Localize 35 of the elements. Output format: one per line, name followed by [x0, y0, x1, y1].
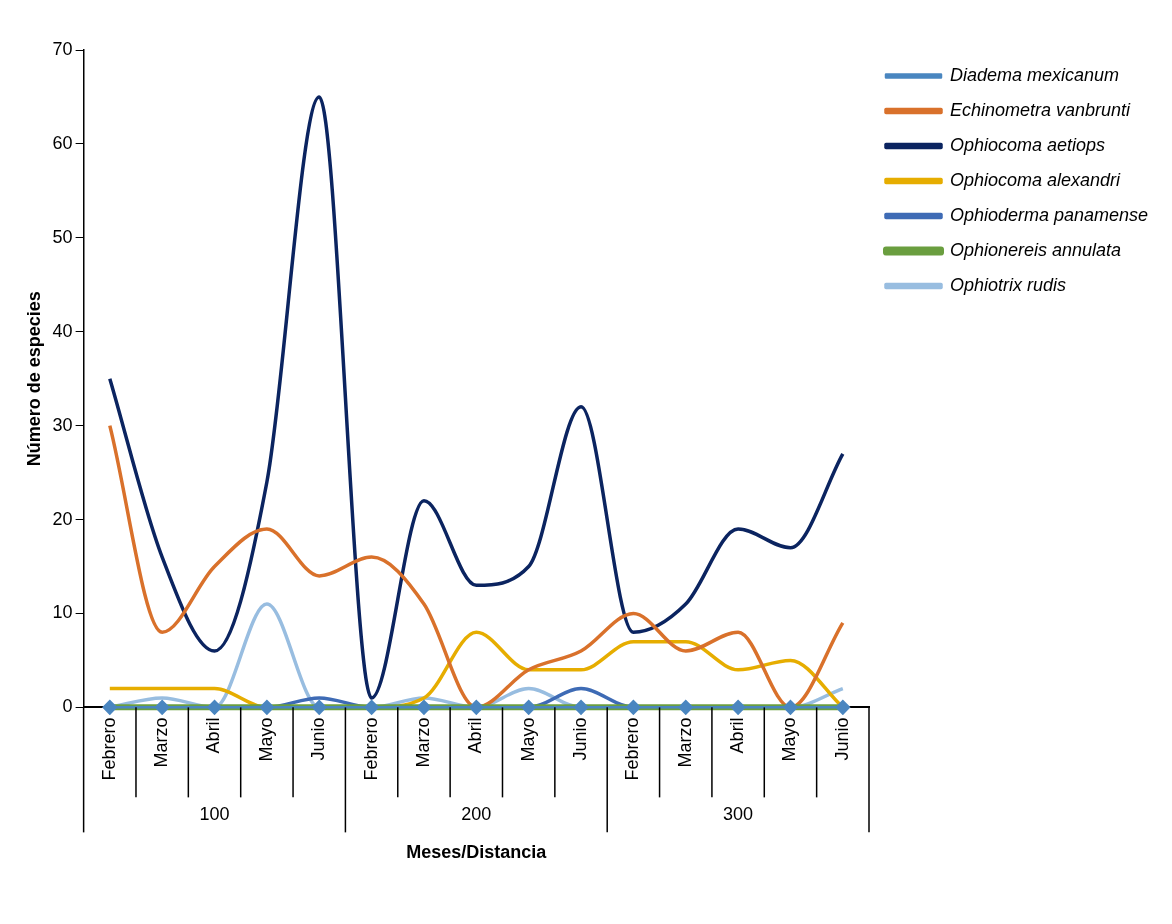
- x-tick-label: Febrero: [622, 717, 643, 781]
- y-tick-label: 60: [52, 132, 73, 153]
- y-tick-label: 10: [52, 602, 73, 623]
- legend-label: Ophiocoma alexandri: [950, 170, 1122, 190]
- x-tick-label: Junio: [308, 717, 329, 761]
- x-tick-label: Marzo: [151, 717, 172, 768]
- y-tick-label: 0: [62, 696, 73, 717]
- x-tick-label: Junio: [570, 717, 590, 761]
- x-tick-label: Marzo: [674, 717, 695, 768]
- x-tick-label: Mayo: [779, 717, 800, 762]
- x-tick-label: Mayo: [255, 717, 276, 762]
- legend-label: Ophionereis annulata: [950, 240, 1122, 260]
- legend-label: Diadema mexicanum: [950, 65, 1120, 85]
- y-tick-label: 20: [52, 508, 73, 529]
- text: 200: [461, 804, 492, 825]
- legend-label: Echinometra vanbrunti: [950, 100, 1132, 120]
- x-axis-title: Meses/Distancia: [406, 842, 548, 863]
- legend-label: Ophiotrix rudis: [950, 275, 1067, 295]
- x-tick-label: Abril: [465, 717, 486, 754]
- y-tick-label: 30: [52, 414, 73, 435]
- y-tick-label: 50: [52, 226, 73, 247]
- y-axis-title: Número de especies: [23, 291, 44, 467]
- y-tick-label: 70: [52, 38, 73, 59]
- x-tick-label: Abril: [727, 717, 748, 754]
- x-tick-label: Mayo: [517, 717, 538, 762]
- x-tick-label: Febrero: [360, 717, 381, 781]
- text: 300: [723, 804, 754, 825]
- y-tick-label: 40: [52, 320, 73, 341]
- x-tick-label: Junio: [831, 717, 852, 761]
- text: 100: [199, 804, 230, 825]
- x-tick-label: Abril: [203, 717, 224, 754]
- legend-label: Ophioderma panamense: [950, 205, 1149, 225]
- x-tick-label: Marzo: [412, 717, 433, 768]
- x-tick-label: Febrero: [98, 717, 119, 781]
- legend-label: Ophiocoma aetiops: [950, 135, 1106, 155]
